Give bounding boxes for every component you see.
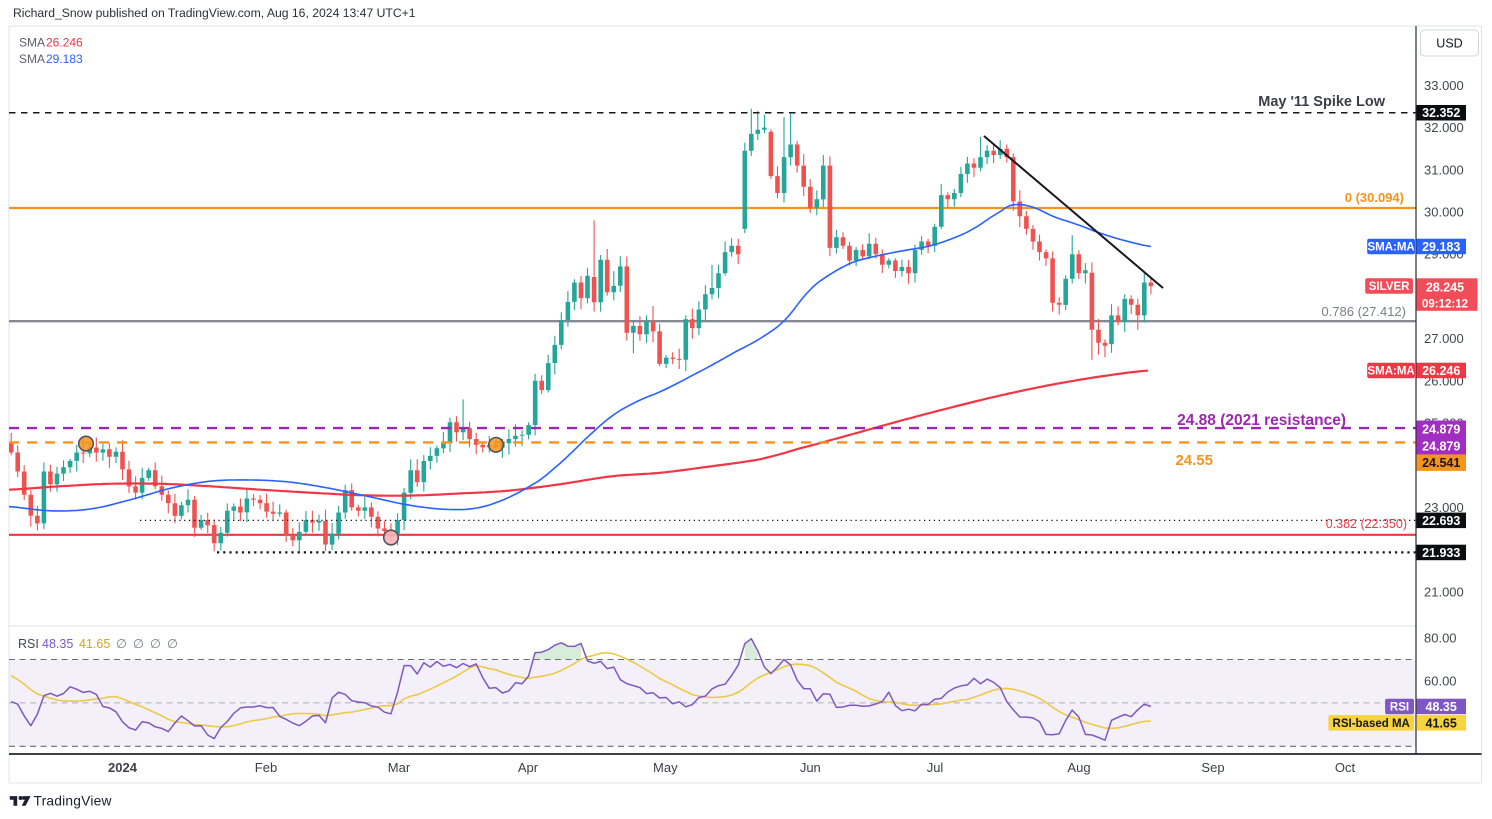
svg-text:24.88 (2021 resistance): 24.88 (2021 resistance) bbox=[1177, 412, 1346, 429]
svg-text:SILVER: SILVER bbox=[1369, 281, 1410, 293]
svg-text:31.000: 31.000 bbox=[1424, 162, 1464, 177]
svg-text:28.245: 28.245 bbox=[1426, 280, 1464, 294]
svg-text:∅: ∅ bbox=[150, 637, 161, 651]
svg-text:26.246: 26.246 bbox=[46, 36, 83, 50]
svg-text:RSI: RSI bbox=[1390, 702, 1409, 714]
svg-text:∅: ∅ bbox=[133, 637, 144, 651]
svg-text:21.000: 21.000 bbox=[1424, 584, 1464, 599]
svg-text:60.00: 60.00 bbox=[1424, 674, 1457, 689]
svg-text:32.000: 32.000 bbox=[1424, 120, 1464, 135]
svg-text:Jul: Jul bbox=[927, 760, 944, 775]
svg-text:Richard_Snow published on Trad: Richard_Snow published on TradingView.co… bbox=[13, 6, 416, 20]
svg-text:27.000: 27.000 bbox=[1424, 331, 1464, 346]
svg-text:29.183: 29.183 bbox=[1422, 240, 1460, 254]
svg-text:∅: ∅ bbox=[167, 637, 178, 651]
svg-text:USD: USD bbox=[1436, 37, 1462, 51]
svg-text:21.933: 21.933 bbox=[1422, 546, 1460, 560]
svg-text:22.693: 22.693 bbox=[1422, 514, 1460, 528]
svg-text:May: May bbox=[653, 760, 678, 775]
svg-text:29.183: 29.183 bbox=[46, 52, 83, 66]
svg-text:26.246: 26.246 bbox=[1422, 364, 1460, 378]
svg-text:Mar: Mar bbox=[388, 760, 411, 775]
svg-text:SMA: SMA bbox=[19, 52, 45, 66]
svg-text:0 (30.094): 0 (30.094) bbox=[1345, 190, 1404, 205]
svg-text:SMA:MA: SMA:MA bbox=[1367, 242, 1414, 254]
svg-text:Apr: Apr bbox=[518, 760, 539, 775]
svg-text:33.000: 33.000 bbox=[1424, 78, 1464, 93]
svg-text:24.55: 24.55 bbox=[1175, 452, 1213, 469]
svg-text:TradingView: TradingView bbox=[34, 794, 112, 809]
svg-text:0.786 (27.412): 0.786 (27.412) bbox=[1321, 304, 1406, 319]
svg-text:41.65: 41.65 bbox=[79, 637, 110, 651]
svg-text:09:12:12: 09:12:12 bbox=[1422, 298, 1468, 310]
svg-text:48.35: 48.35 bbox=[1426, 700, 1457, 714]
svg-text:30.000: 30.000 bbox=[1424, 205, 1464, 220]
svg-text:0.382 (22.350): 0.382 (22.350) bbox=[1326, 517, 1407, 531]
svg-text:RSI-based MA: RSI-based MA bbox=[1333, 718, 1410, 730]
svg-text:24.541: 24.541 bbox=[1422, 456, 1460, 470]
svg-text:SMA:MA: SMA:MA bbox=[1367, 365, 1414, 377]
svg-text:Sep: Sep bbox=[1201, 760, 1224, 775]
svg-text:80.00: 80.00 bbox=[1424, 630, 1457, 645]
svg-text:SMA: SMA bbox=[19, 36, 45, 50]
svg-text:Oct: Oct bbox=[1335, 760, 1356, 775]
svg-text:41.65: 41.65 bbox=[1426, 716, 1457, 730]
svg-text:May '11 Spike Low: May '11 Spike Low bbox=[1258, 94, 1385, 110]
svg-text:Feb: Feb bbox=[255, 760, 277, 775]
svg-text:23.000: 23.000 bbox=[1424, 500, 1464, 515]
svg-text:24.879: 24.879 bbox=[1422, 422, 1460, 436]
svg-text:2024: 2024 bbox=[108, 760, 138, 775]
svg-text:Aug: Aug bbox=[1067, 760, 1090, 775]
svg-text:Jun: Jun bbox=[800, 760, 821, 775]
svg-text:∅: ∅ bbox=[116, 637, 127, 651]
svg-text:48.35: 48.35 bbox=[42, 637, 73, 651]
svg-text:24.879: 24.879 bbox=[1422, 439, 1460, 453]
svg-text:RSI: RSI bbox=[18, 637, 39, 651]
svg-text:32.352: 32.352 bbox=[1422, 106, 1460, 120]
